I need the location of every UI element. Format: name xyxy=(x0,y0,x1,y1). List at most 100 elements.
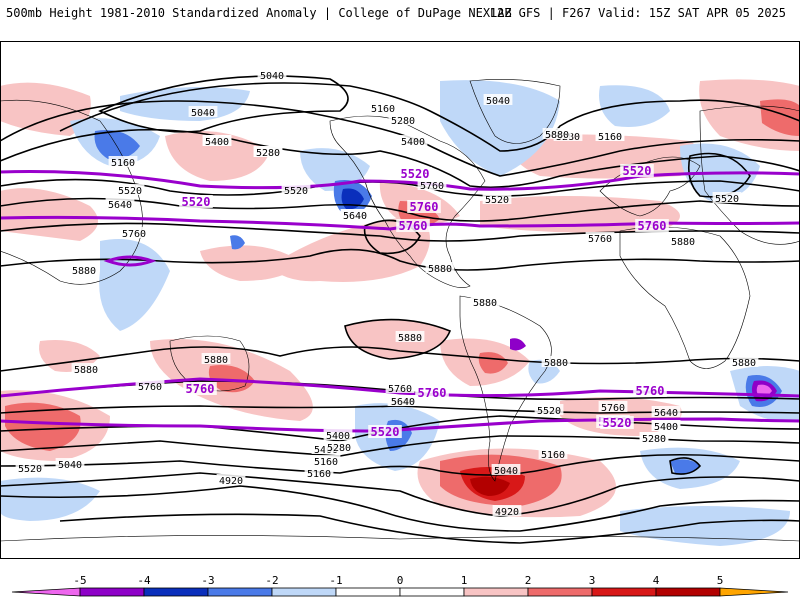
contour-label-bg xyxy=(179,195,213,208)
contour-label-text: 5160 xyxy=(371,104,395,115)
australia-outline xyxy=(169,335,250,392)
contour-label-text: 5520 xyxy=(603,416,632,430)
contour-label: 5520 xyxy=(712,192,742,205)
negative-anomaly-area xyxy=(599,85,670,127)
contour-label-text: 5160 xyxy=(541,450,565,461)
contour-label-text: 5880 xyxy=(671,237,695,248)
contour-label-text: 5520 xyxy=(537,406,561,417)
model-run-info: 12Z GFS | F267 Valid: 15Z SAT APR 05 202… xyxy=(489,6,786,20)
contour-label-text: 5760 xyxy=(588,234,612,245)
antarctica-outline xyxy=(0,535,800,559)
extreme-positive-anomaly-area xyxy=(470,476,510,496)
contour-label: 5160 xyxy=(368,102,398,115)
contour-label-bg xyxy=(595,130,625,141)
contour-label-text: 5880 xyxy=(544,358,568,369)
south-america-outline xyxy=(459,295,552,482)
contour-label-text: 5280 xyxy=(642,434,666,445)
contour-5760-north xyxy=(0,222,800,242)
colorbar-segment xyxy=(335,587,401,597)
height-contours xyxy=(0,75,800,544)
contour-5880-south xyxy=(0,346,800,372)
contour-label-bg xyxy=(415,386,449,399)
contour-label-text: 5640 xyxy=(108,200,132,211)
contour-label-bg xyxy=(534,404,564,415)
contour-label-bg xyxy=(281,184,311,195)
contour-label-text: 5760 xyxy=(399,219,428,233)
contour-label-text: 5880 xyxy=(74,365,98,376)
contour-label-text: 5520 xyxy=(284,186,308,197)
contour-label: 5760 xyxy=(417,179,447,192)
contour-label-text: 4920 xyxy=(495,507,519,518)
contour-label: 5160 xyxy=(304,467,334,480)
anomaly-colorbar: -5 -4 -3 -2 -1 0 1 2 3 4 5 xyxy=(11,574,789,597)
contour-label-bg xyxy=(202,135,232,146)
contour-label-text: 5160 xyxy=(598,132,622,143)
contour-label-bg xyxy=(396,219,430,232)
contour-label-bg xyxy=(635,219,669,232)
contour-label-text: 5640 xyxy=(654,408,678,419)
contour-label-text: 5520 xyxy=(485,195,509,206)
contour-label-text: 5880 xyxy=(545,130,569,141)
contour-label-bg xyxy=(253,146,283,157)
contour-label-bg xyxy=(368,102,398,113)
contour-label-text: 5280 xyxy=(256,148,280,159)
contour-label-bg xyxy=(119,227,149,238)
contour-label: 5520 xyxy=(368,425,402,439)
contour-label-bg xyxy=(115,184,145,195)
contour-label-text: 5760 xyxy=(418,386,447,400)
colorbar-segment xyxy=(655,587,721,597)
colorbar-ticks: -5 -4 -3 -2 -1 0 1 2 3 4 5 xyxy=(73,574,723,587)
contour-label-text: 5760 xyxy=(410,200,439,214)
contour-label-bg xyxy=(482,193,512,204)
contour-label-text: 5520 xyxy=(715,194,739,205)
contour-label-bg xyxy=(69,264,99,275)
contour-label-bg xyxy=(395,331,425,342)
closed-high-contour xyxy=(344,318,452,360)
colorbar-max-arrow xyxy=(719,587,789,597)
contour-label: 5880 xyxy=(425,262,455,275)
contour-5400-north xyxy=(0,128,800,189)
contour-5400-south xyxy=(0,435,800,457)
contour-label: 5760 xyxy=(385,382,415,395)
colorbar-segment xyxy=(143,587,209,597)
contour-5880-closed-highlight xyxy=(103,255,157,267)
contour-label: 5400 xyxy=(202,135,232,148)
contour-label-bg xyxy=(388,114,418,125)
colorbar-segment xyxy=(463,587,529,597)
contour-label: 5040 xyxy=(188,106,218,119)
contour-label-bg xyxy=(651,406,681,417)
contour-label-text: 5640 xyxy=(391,397,415,408)
contour-label-bg xyxy=(633,384,667,397)
contour-label-text: 5880 xyxy=(204,355,228,366)
anomaly-map: 5040504051605040516052805400528051605520… xyxy=(0,41,800,559)
contour-label-bg xyxy=(417,179,447,190)
colorbar-tick-label: 4 xyxy=(653,574,660,587)
contour-label-text: 5760 xyxy=(636,384,665,398)
negative-anomaly-area xyxy=(120,87,250,121)
contour-label: 5760 xyxy=(585,232,615,245)
contour-label-bg xyxy=(407,200,441,213)
contour-label-text: 5760 xyxy=(420,181,444,192)
contour-label-text: 5880 xyxy=(72,266,96,277)
contour-label-bg xyxy=(425,262,455,273)
contour-label: 5280 xyxy=(639,432,669,445)
colorbar-segment xyxy=(527,587,593,597)
contour-label: 5040 xyxy=(483,94,513,107)
contour-label-bg xyxy=(542,128,572,139)
contour-label-bg xyxy=(541,356,571,367)
contour-label-bg xyxy=(385,382,415,393)
contour-label-bg xyxy=(324,441,354,452)
colorbar-segments xyxy=(11,587,789,597)
contour-label: 5160 xyxy=(311,455,341,468)
contour-label-bg xyxy=(585,232,615,243)
contour-label: 5760 xyxy=(183,382,217,396)
contour-label-text: 5520 xyxy=(18,464,42,475)
contour-label-bg xyxy=(105,198,135,209)
contour-label-bg xyxy=(311,455,341,466)
contour-label: 5760 xyxy=(415,386,449,400)
contour-label: 5520 xyxy=(179,195,213,209)
colorbar-tick-label: 1 xyxy=(461,574,468,587)
colorbar-tick-label: 3 xyxy=(589,574,596,587)
contour-label: 5280 xyxy=(324,441,354,454)
contour-label-text: 5520 xyxy=(118,186,142,197)
